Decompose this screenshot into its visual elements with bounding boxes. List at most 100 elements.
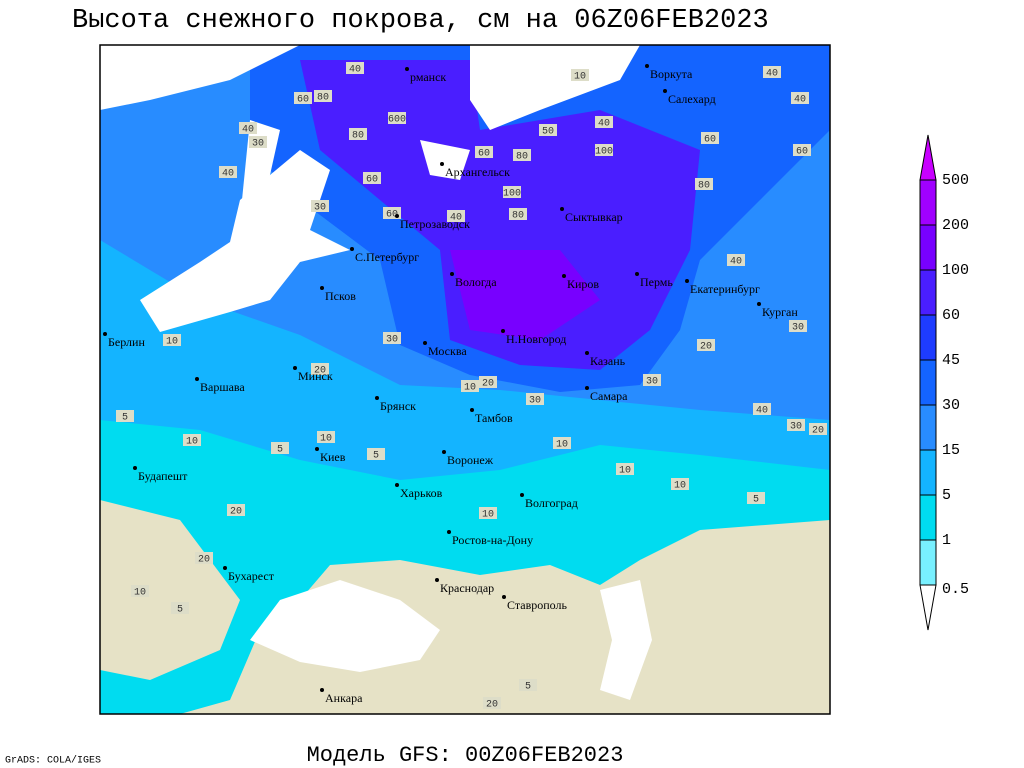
colorbar-label: 0.5	[942, 581, 969, 598]
contour-label-bg	[643, 374, 661, 386]
city-dot	[395, 214, 399, 218]
colorbar-box	[919, 179, 937, 226]
contour-label-bg	[503, 186, 521, 198]
city-label: Киров	[567, 277, 599, 291]
contour-label: 20	[700, 342, 712, 353]
contour-label: 80	[516, 152, 528, 163]
snow-area	[300, 60, 700, 370]
contour-label-bg	[447, 210, 465, 222]
contour-label-bg	[763, 66, 781, 78]
city-label: Берлин	[108, 335, 145, 349]
contour-label: 40	[598, 119, 610, 130]
city-dot	[375, 396, 379, 400]
city-label: Воронеж	[447, 453, 494, 467]
contour-label-bg	[571, 69, 589, 81]
contour-label: 10	[166, 337, 178, 348]
city-label: Ставрополь	[507, 598, 567, 612]
colorbar: 500 200 100 60 45 30 15 5 1 0.5	[919, 134, 969, 631]
city-dot	[405, 67, 409, 71]
city-dot	[635, 272, 639, 276]
contour-label: 40	[730, 257, 742, 268]
contour-label: 20	[486, 700, 498, 711]
city-dot	[645, 64, 649, 68]
contour-label-bg	[483, 697, 501, 709]
contour-label: 10	[134, 588, 146, 599]
city-dot	[520, 493, 524, 497]
city-dot	[501, 329, 505, 333]
contour-label-bg	[363, 172, 381, 184]
city-label: Варшава	[200, 380, 245, 394]
contour-label: 40	[766, 69, 778, 80]
contour-label: 60	[478, 149, 490, 160]
land-bare	[100, 500, 240, 680]
contour-label-bg	[753, 403, 771, 415]
city-label: Салехард	[668, 92, 716, 106]
contour-label-bg	[791, 92, 809, 104]
contour-label-bg	[513, 149, 531, 161]
city-label: Вологда	[455, 275, 497, 289]
city-label: Пермь	[640, 275, 673, 289]
contour-label-bg	[519, 679, 537, 691]
map: 40 60 80 600 40 30 80 40 60 30 60 40 80 100 60 80 100 50 4…	[100, 45, 830, 714]
city-dot	[440, 162, 444, 166]
city-dot	[195, 377, 199, 381]
city-label: Архангельск	[445, 165, 510, 179]
city-dot	[663, 89, 667, 93]
contour-label: 80	[317, 93, 329, 104]
contour-label-bg	[383, 332, 401, 344]
city-dot	[423, 341, 427, 345]
contour-label-bg	[219, 166, 237, 178]
city-label: Екатеринбург	[690, 282, 760, 296]
city-label: Петрозаводск	[400, 217, 470, 231]
contour-label: 10	[482, 510, 494, 521]
contour-label-bg	[793, 144, 811, 156]
colorbar-box	[919, 314, 937, 361]
contour-label: 80	[352, 131, 364, 142]
sea	[470, 45, 640, 130]
contour-label-bg	[727, 254, 745, 266]
city-dot	[560, 207, 564, 211]
city-dot	[447, 530, 451, 534]
contour-label-bg	[349, 128, 367, 140]
contour-label: 30	[252, 139, 264, 150]
city-label: Киев	[320, 450, 346, 464]
contour-label-bg	[789, 320, 807, 332]
contour-label-bg	[294, 92, 312, 104]
sea	[600, 580, 652, 700]
city-label: Самара	[590, 389, 628, 403]
colorbar-label: 5	[942, 487, 951, 504]
contour-label-bg	[311, 200, 329, 212]
contour-label-bg	[271, 442, 289, 454]
contour-label: 5	[753, 495, 759, 506]
contour-label: 80	[512, 211, 524, 222]
contour-label-bg	[701, 132, 719, 144]
city-label: рманск	[410, 70, 446, 84]
city-dot	[685, 279, 689, 283]
snow-area	[450, 250, 600, 340]
city-label: Анкара	[325, 691, 363, 705]
colorbar-tip	[919, 584, 937, 631]
contour-label-bg	[509, 208, 527, 220]
contour-label-bg	[526, 393, 544, 405]
contour-label: 60	[796, 147, 808, 158]
contour-label-bg	[116, 410, 134, 422]
sea	[420, 140, 470, 180]
colorbar-tip	[919, 134, 937, 181]
city-label: Курган	[762, 305, 798, 319]
contour-label-bg	[171, 602, 189, 614]
contour-label-bg	[314, 90, 332, 102]
contour-label: 40	[450, 213, 462, 224]
city-label: Псков	[325, 289, 356, 303]
contour-label: 10	[320, 434, 332, 445]
colorbar-box	[919, 404, 937, 451]
city-label: Казань	[590, 354, 626, 368]
contour-label: 10	[574, 72, 586, 83]
contour-label-bg	[346, 62, 364, 74]
city-dot	[293, 366, 297, 370]
city-dot	[133, 466, 137, 470]
colorbar-box	[919, 449, 937, 496]
city-label: Харьков	[400, 486, 443, 500]
city-dot	[450, 272, 454, 276]
city-label: Минск	[298, 369, 333, 383]
